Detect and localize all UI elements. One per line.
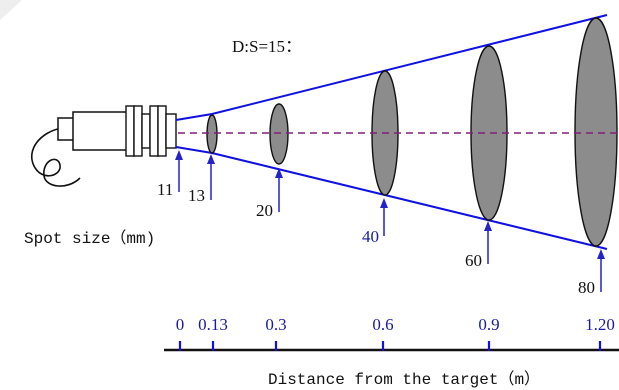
distance-axis-ticks: [178, 341, 602, 351]
distance-0.13: 0.13: [198, 315, 228, 334]
spot-size-20: 20: [256, 201, 273, 220]
spot-ellipse-60: [470, 45, 508, 221]
ratio-label: D:S=15：: [232, 37, 302, 56]
spot-marker-20: [275, 168, 283, 212]
spot-size-label: Spot size（mm): [24, 229, 155, 248]
sensor-thread: [141, 113, 151, 149]
sensor-cable: [31, 127, 81, 187]
spot-size-60: 60: [465, 251, 482, 270]
spot-marker-13: [207, 154, 215, 200]
sensor-nut-1: [125, 105, 135, 157]
spot-size-40: 40: [362, 227, 379, 246]
sensor-nut-4: [157, 105, 167, 157]
distance-0.9: 0.9: [478, 315, 499, 334]
sensor-tail: [57, 117, 75, 141]
spot-marker-11: [175, 150, 183, 192]
spot-size-13: 13: [188, 186, 205, 205]
distance-0: 0: [176, 315, 185, 334]
distance-axis-title: Distance from the target（m）: [268, 370, 540, 389]
spot-size-80: 80: [578, 278, 595, 297]
spot-ellipse-20: [269, 103, 289, 165]
spot-ellipse-13: [206, 114, 218, 154]
spot-marker-40: [380, 198, 388, 236]
sensor-body: [72, 111, 128, 151]
spot-marker-60: [484, 221, 492, 264]
spot-ellipse-80: [574, 17, 618, 247]
distance-1.20: 1.20: [585, 315, 615, 334]
spot-marker-80: [597, 249, 605, 292]
beam-upper-edge: [175, 14, 608, 121]
spot-size-11: 11: [157, 180, 173, 199]
distance-0.6: 0.6: [372, 315, 393, 334]
sensor-nut-3: [149, 105, 159, 157]
ir-sensor: [31, 105, 177, 187]
sensor-lens: [165, 113, 177, 149]
corner-shade: [0, 0, 22, 20]
sensor-nut-2: [133, 105, 143, 157]
distance-0.3: 0.3: [265, 315, 286, 334]
